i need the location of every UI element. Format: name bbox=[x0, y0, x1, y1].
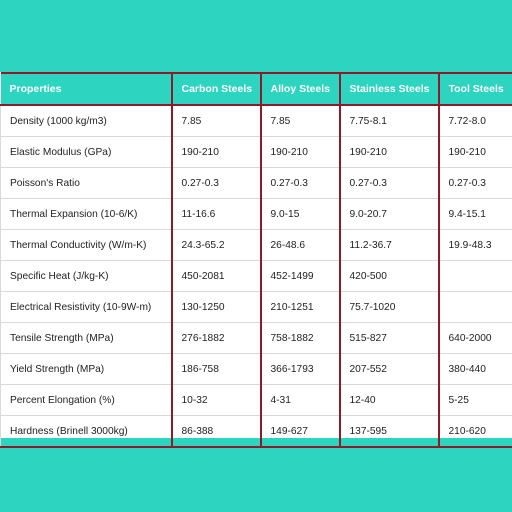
cell-stainless-steels: 7.75-8.1 bbox=[338, 104, 440, 137]
cell-tool-steels: 190-210 bbox=[437, 136, 512, 168]
cell-stainless-steels: 137-595 bbox=[338, 415, 440, 448]
table-row: Tensile Strength (MPa) 276-1882 758-1882 51… bbox=[0, 322, 512, 354]
cell-tool-steels bbox=[437, 291, 512, 323]
cell-carbon-steels: 130-1250 bbox=[170, 291, 262, 323]
cell-tool-steels: 210-620 bbox=[437, 415, 512, 448]
cell-carbon-steels: 7.85 bbox=[170, 104, 262, 137]
cell-alloy-steels: 149-627 bbox=[259, 415, 341, 448]
cell-tool-steels: 5-25 bbox=[437, 384, 512, 416]
cell-stainless-steels: 12-40 bbox=[338, 384, 440, 416]
table-row: Specific Heat (J/kg-K) 450-2081 452-1499 42… bbox=[0, 260, 512, 292]
cell-alloy-steels: 26-48.6 bbox=[259, 229, 341, 261]
cell-tool-steels: 9.4-15.1 bbox=[437, 198, 512, 230]
cell-property: Poisson's Ratio bbox=[0, 167, 173, 199]
cell-stainless-steels: 420-500 bbox=[338, 260, 440, 292]
cell-stainless-steels: 0.27-0.3 bbox=[338, 167, 440, 199]
table-row: Hardness (Brinell 3000kg) 86-388 149-627 13… bbox=[0, 415, 512, 448]
cell-stainless-steels: 11.2-36.7 bbox=[338, 229, 440, 261]
header-alloy-steels: Alloy Steels bbox=[259, 72, 341, 105]
cell-carbon-steels: 10-32 bbox=[170, 384, 262, 416]
cell-alloy-steels: 452-1499 bbox=[259, 260, 341, 292]
cell-tool-steels: 19.9-48.3 bbox=[437, 229, 512, 261]
cell-carbon-steels: 11-16.6 bbox=[170, 198, 262, 230]
cell-property: Hardness (Brinell 3000kg) bbox=[0, 415, 173, 448]
cell-alloy-steels: 366-1793 bbox=[259, 353, 341, 385]
cell-alloy-steels: 7.85 bbox=[259, 104, 341, 137]
table-row: Yield Strength (MPa) 186-758 366-1793 207-5… bbox=[0, 353, 512, 385]
cell-carbon-steels: 0.27-0.3 bbox=[170, 167, 262, 199]
cell-carbon-steels: 190-210 bbox=[170, 136, 262, 168]
cell-stainless-steels: 190-210 bbox=[338, 136, 440, 168]
table-row: Density (1000 kg/m3) 7.85 7.85 7.75-8.1 7.72… bbox=[0, 104, 512, 137]
cell-alloy-steels: 9.0-15 bbox=[259, 198, 341, 230]
cell-carbon-steels: 86-388 bbox=[170, 415, 262, 448]
cell-carbon-steels: 276-1882 bbox=[170, 322, 262, 354]
cell-tool-steels: 640-2000 bbox=[437, 322, 512, 354]
header-properties: Properties bbox=[0, 72, 173, 105]
header-carbon-steels: Carbon Steels bbox=[170, 72, 262, 105]
cell-tool-steels: 0.27-0.3 bbox=[437, 167, 512, 199]
table-row: Percent Elongation (%) 10-32 4-31 12-40 5-25 bbox=[0, 384, 512, 416]
cell-alloy-steels: 190-210 bbox=[259, 136, 341, 168]
cell-property: Density (1000 kg/m3) bbox=[0, 104, 173, 137]
cell-alloy-steels: 4-31 bbox=[259, 384, 341, 416]
steel-properties-table: Properties Carbon Steels Alloy Steels St… bbox=[0, 72, 512, 448]
cell-alloy-steels: 758-1882 bbox=[259, 322, 341, 354]
cell-property: Tensile Strength (MPa) bbox=[0, 322, 173, 354]
cell-stainless-steels: 515-827 bbox=[338, 322, 440, 354]
table-row: Elastic Modulus (GPa) 190-210 190-210 190-2… bbox=[0, 136, 512, 168]
cell-stainless-steels: 207-552 bbox=[338, 353, 440, 385]
table-row: Thermal Expansion (10-6/K) 11-16.6 9.0-15 9… bbox=[0, 198, 512, 230]
header-tool-steels: Tool Steels bbox=[437, 72, 512, 105]
cell-alloy-steels: 0.27-0.3 bbox=[259, 167, 341, 199]
cell-stainless-steels: 9.0-20.7 bbox=[338, 198, 440, 230]
cell-alloy-steels: 210-1251 bbox=[259, 291, 341, 323]
table-row: Thermal Conductivity (W/m-K) 24.3-65.2 26-… bbox=[0, 229, 512, 261]
cell-carbon-steels: 450-2081 bbox=[170, 260, 262, 292]
header-stainless-steels: Stainless Steels bbox=[338, 72, 440, 105]
cell-tool-steels: 380-440 bbox=[437, 353, 512, 385]
cell-stainless-steels: 75.7-1020 bbox=[338, 291, 440, 323]
cell-property: Specific Heat (J/kg-K) bbox=[0, 260, 173, 292]
cell-property: Yield Strength (MPa) bbox=[0, 353, 173, 385]
table-header-row: Properties Carbon Steels Alloy Steels St… bbox=[0, 72, 512, 105]
cell-property: Elastic Modulus (GPa) bbox=[0, 136, 173, 168]
cell-property: Thermal Conductivity (W/m-K) bbox=[0, 229, 173, 261]
cell-tool-steels bbox=[437, 260, 512, 292]
cell-property: Percent Elongation (%) bbox=[0, 384, 173, 416]
table-row: Poisson's Ratio 0.27-0.3 0.27-0.3 0.27-0.3 0… bbox=[0, 167, 512, 199]
cell-property: Thermal Expansion (10-6/K) bbox=[0, 198, 173, 230]
table-row: Electrical Resistivity (10-9W-m) 130-1250… bbox=[0, 291, 512, 323]
cell-carbon-steels: 24.3-65.2 bbox=[170, 229, 262, 261]
cell-carbon-steels: 186-758 bbox=[170, 353, 262, 385]
steel-properties-table-card: Properties Carbon Steels Alloy Steels St… bbox=[0, 72, 512, 448]
cell-tool-steels: 7.72-8.0 bbox=[437, 104, 512, 137]
cell-property: Electrical Resistivity (10-9W-m) bbox=[0, 291, 173, 323]
